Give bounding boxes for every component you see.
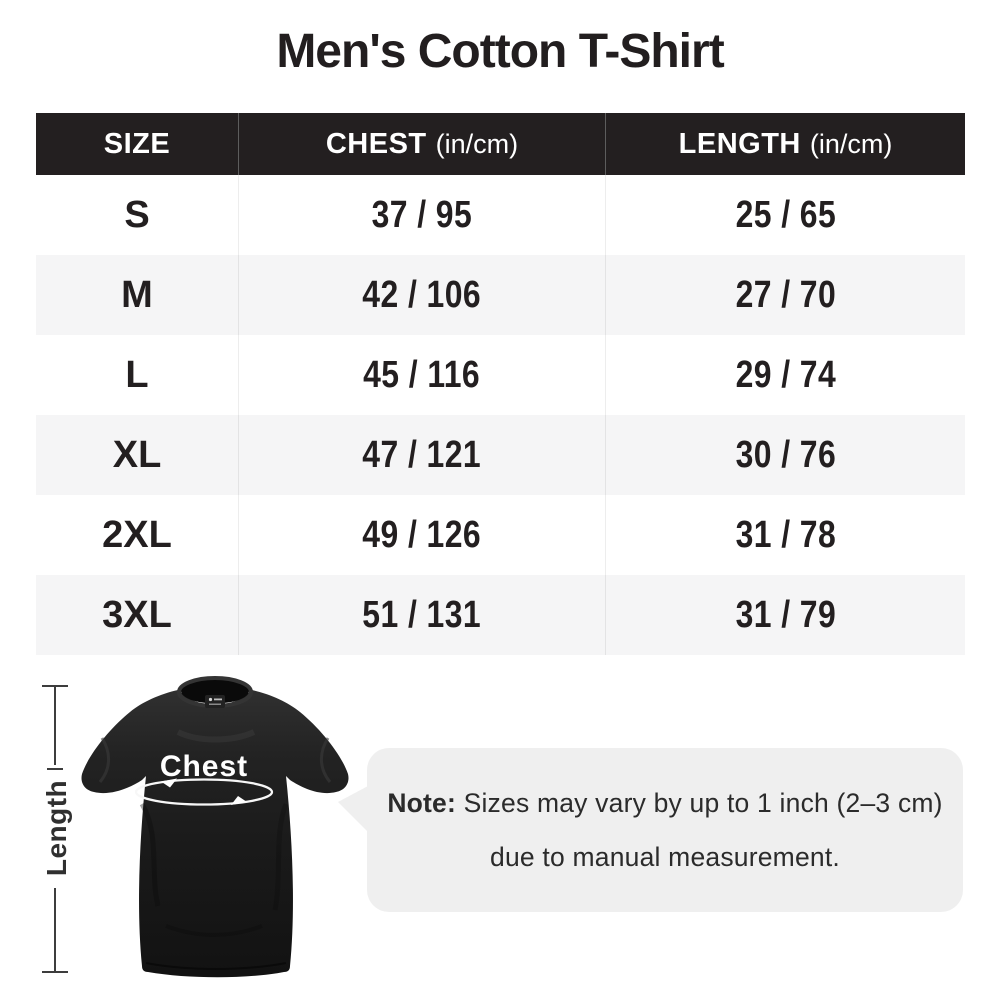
length-value: 30 / 76 [735,433,836,476]
length-value: 29 / 74 [735,353,836,396]
chest-value: 47 / 121 [362,433,482,476]
size-value: S [124,193,150,236]
cell-length: 31 / 79 [605,575,965,655]
cell-chest: 42 / 106 [238,255,605,335]
arrowhead-icon [161,778,177,788]
chest-value: 37 / 95 [371,193,473,236]
arrowhead-icon [231,796,247,805]
size-value: L [125,353,149,396]
cell-length: 31 / 78 [605,495,965,575]
table-row-l: L 45 / 116 29 / 74 [36,335,965,415]
cell-size: 2XL [36,495,238,575]
length-value: 31 / 79 [735,593,836,636]
table-header-row: SIZE CHEST (in/cm) LENGTH (in/cm) [36,113,965,175]
header-length-label: LENGTH [678,127,801,160]
table-row-m: M 42 / 106 27 / 70 [36,255,965,335]
chest-value: 49 / 126 [362,513,482,556]
cell-chest: 47 / 121 [238,415,605,495]
chest-value: 42 / 106 [362,273,482,316]
table-row-3xl: 3XL 51 / 131 31 / 79 [36,575,965,655]
cell-size: S [36,175,238,255]
length-measure-line-lower [54,888,56,972]
cell-size: XL [36,415,238,495]
note-text-line1: Note: Sizes may vary by up to 1 inch (2–… [387,788,942,819]
size-value: XL [112,433,162,476]
header-size-label: SIZE [103,127,171,160]
cell-length: 27 / 70 [605,255,965,335]
note-bubble: Note: Sizes may vary by up to 1 inch (2–… [338,748,963,912]
note-prefix: Note: [387,787,457,818]
table-row-xl: XL 47 / 121 30 / 76 [36,415,965,495]
cell-chest: 45 / 116 [238,335,605,415]
shirt-fold-line [98,737,110,783]
collar-opening [181,678,249,704]
table-row-2xl: 2XL 49 / 126 31 / 78 [36,495,965,575]
shirt-hem-ribbing [145,962,287,970]
cell-length: 30 / 76 [605,415,965,495]
header-chest-label: CHEST [325,127,427,160]
shirt-fold-line [139,802,161,907]
chest-value: 51 / 131 [362,593,482,636]
shirt-fold-line [165,924,263,937]
cell-chest: 51 / 131 [238,575,605,655]
header-cell-chest: CHEST (in/cm) [238,113,605,175]
tshirt-illustration: Chest [81,676,349,978]
cell-length: 25 / 65 [605,175,965,255]
cell-length: 29 / 74 [605,335,965,415]
shirt-fold-line [176,729,256,743]
header-chest-unit: (in/cm) [435,128,519,159]
header-length-unit: (in/cm) [809,128,893,159]
tshirt-body [81,690,349,978]
length-measure-tick [47,768,63,770]
page-title: Men's Cotton T-Shirt [276,25,724,78]
chest-measure-ellipse [134,778,274,806]
note-text-line2: due to manual measurement. [490,841,840,872]
size-value: 2XL [102,513,172,556]
shirt-fold-line [320,737,332,783]
length-measure-cap-bottom [42,971,68,973]
shirt-fold-line [272,803,289,911]
size-value: 3XL [102,593,172,636]
header-cell-size: SIZE [36,113,238,175]
header-cell-length: LENGTH (in/cm) [605,113,965,175]
size-table: SIZE CHEST (in/cm) LENGTH (in/cm) S 37 / 9… [36,113,965,655]
note-line1-rest: Sizes may vary by up to 1 inch (2–3 cm) [456,787,943,818]
table-row-s: S 37 / 95 25 / 65 [36,175,965,255]
cell-chest: 37 / 95 [238,175,605,255]
length-label: Length [41,779,72,877]
length-value: 31 / 78 [735,513,836,556]
cell-size: 3XL [36,575,238,655]
cell-size: L [36,335,238,415]
chest-value: 45 / 116 [363,353,481,396]
note-bubble-tail [338,786,368,832]
length-value: 27 / 70 [735,273,836,316]
cell-chest: 49 / 126 [238,495,605,575]
size-value: M [121,273,153,316]
cell-size: M [36,255,238,335]
length-value: 25 / 65 [735,193,836,236]
collar-label [205,695,225,708]
chest-label: Chest [160,750,248,783]
length-measure-line-upper [54,686,56,765]
